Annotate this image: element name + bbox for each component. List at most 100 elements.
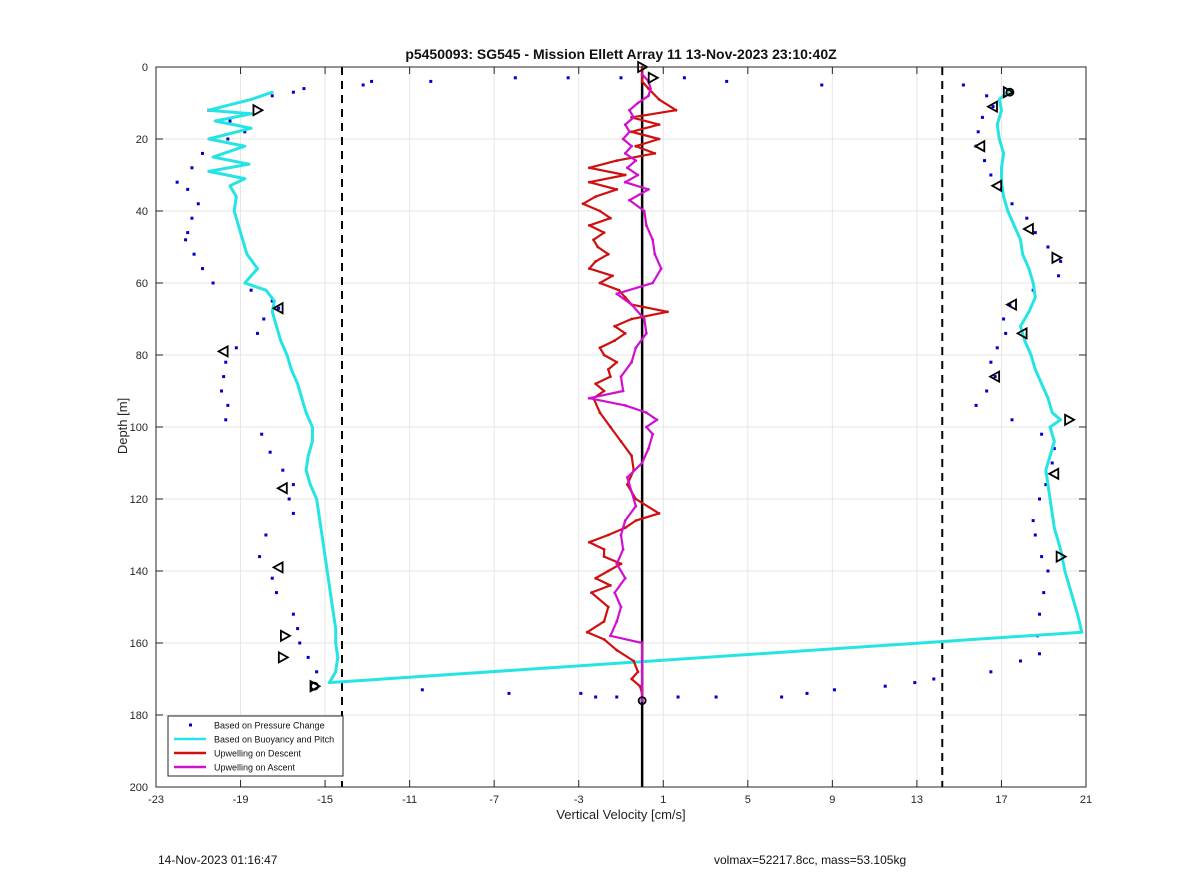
pressure-point [234,346,238,350]
x-tick-label: -3 [574,794,584,806]
series-point [594,260,598,263]
series-point [634,519,638,522]
pressure-point [175,180,179,184]
y-tick-label: 0 [142,62,148,74]
series-point [279,339,283,342]
circle-marker [1005,87,1015,97]
pressure-point [315,670,319,674]
series-point [1031,281,1035,285]
series-point [623,152,627,155]
series-point [327,681,331,684]
pressure-point [370,79,374,83]
series-point [623,526,627,530]
series-point [234,195,238,199]
pressure-point [615,695,619,699]
series-point [655,418,659,422]
series-point [594,382,598,386]
pressure-point [989,670,993,674]
series-point [598,281,602,285]
series-point [232,209,236,213]
series-point [1023,339,1027,342]
series-point [243,281,247,285]
series-point [617,288,621,292]
series-point [1067,584,1071,587]
series-point [623,173,627,177]
triangle-left-marker [1005,298,1017,312]
series-point [587,396,591,400]
pressure-point [306,655,310,659]
series-point [621,137,625,141]
pressure-point [619,76,623,80]
pressure-point [1040,432,1044,436]
series-point [647,447,650,450]
series-point [270,310,274,314]
series-point [1033,368,1037,371]
triangle-right-marker [647,71,660,85]
series-point [249,112,253,116]
pressure-point [932,677,936,681]
pressure-point [220,389,224,393]
series-point [213,119,217,123]
x-tick-label: -23 [148,794,164,806]
triangle-left-marker [973,139,986,153]
triangle-right-marker [1064,413,1076,427]
series-point [634,144,638,148]
series-point [1019,324,1022,328]
series-point [657,512,661,515]
descent-line [581,67,678,701]
series-point [1059,548,1063,551]
triangle-right-marker [277,650,290,664]
triangle-right-marker [280,629,292,643]
series-point [609,216,612,220]
series-point [615,562,619,566]
series-point [606,605,610,609]
series-point [264,288,268,292]
series-point [619,375,623,378]
triangle-left-marker [986,100,998,114]
pressure-point [270,299,274,303]
series-point [619,440,623,443]
axis-ticks: -23 -19 -15 -11 -7 -3 1 5 9 13 17 21 0 20 40 60 80 100 120… [130,62,1092,806]
pressure-point [1040,555,1044,559]
triangle-left-marker [216,344,229,358]
series-point [653,152,657,155]
series-point [1052,440,1056,443]
pressure-point [201,151,204,155]
series-point [630,677,633,681]
pressure-point [264,533,268,537]
pressure-point [243,130,247,134]
series-point [611,274,614,278]
series-point [602,389,606,393]
series-point [332,612,335,616]
pressure-point [1052,447,1056,451]
series-point [628,130,631,134]
pressure-point [985,389,989,393]
series-point [1080,630,1084,634]
series-point [640,699,644,702]
series-point [243,144,247,148]
series-point [634,504,638,508]
pressure-point [832,688,836,692]
series-point [1040,382,1044,386]
pressure-point [780,695,784,699]
series-point [592,238,595,242]
pressure-point [1057,274,1061,278]
legend: Based on Pressure Change Based on Buoyanc… [167,715,344,777]
triangle-right-marker [1051,251,1064,265]
pressure-point [249,288,253,292]
series-point [587,224,591,227]
series-point [653,252,657,256]
y-tick-label: 80 [136,350,148,362]
y-tick-label: 20 [136,134,148,146]
x-tick-label: 21 [1080,794,1092,806]
series-point [306,454,310,458]
series-point [619,533,623,537]
series-point [623,519,627,522]
pressure-point [258,555,262,559]
pressure-point [1010,202,1014,206]
triangle-left-marker [1015,326,1028,340]
series-point [1027,267,1031,270]
triangle-left-marker [271,301,284,315]
pressure-point [1031,519,1035,523]
triangle-right-marker [252,103,265,117]
